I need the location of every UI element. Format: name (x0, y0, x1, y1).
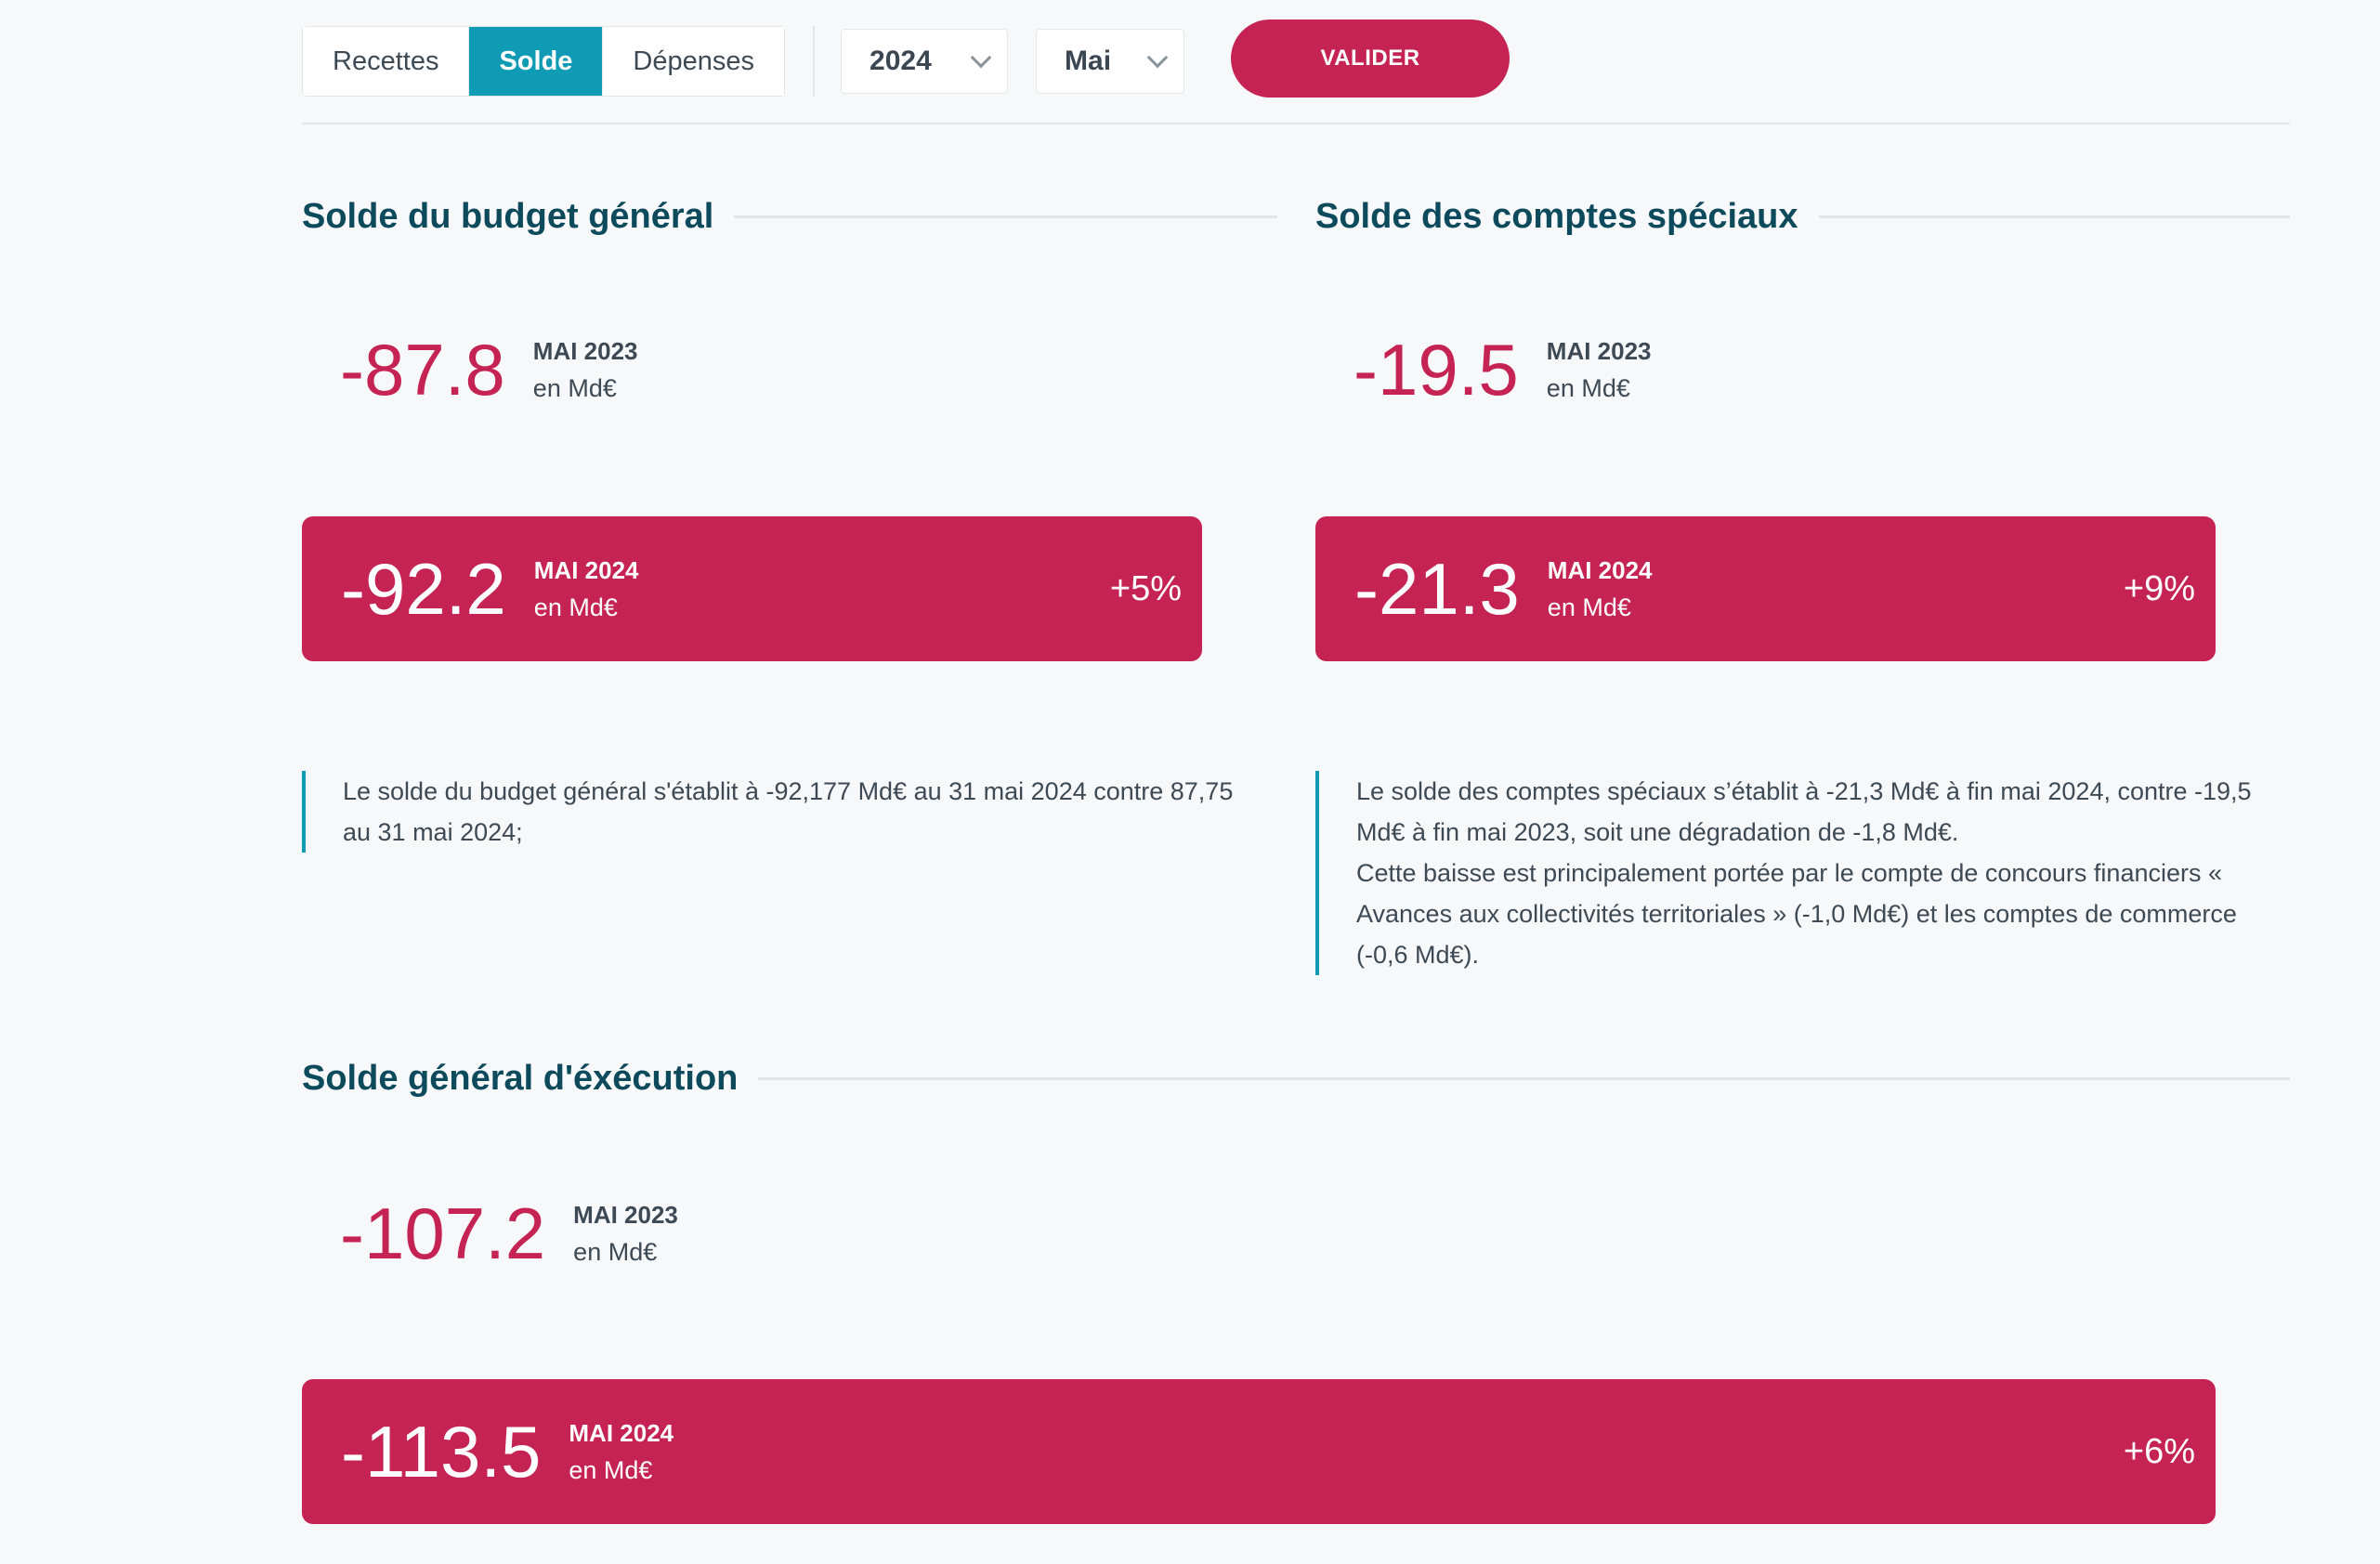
toolbar-divider-line (302, 123, 2290, 124)
chevron-down-icon (1146, 46, 1169, 69)
section-budget-general-header: Solde du budget général (302, 193, 1277, 240)
previous-period: MAI 2023 (1546, 337, 1652, 365)
previous-value: -107.2 (340, 1193, 546, 1274)
current-period: MAI 2024 (569, 1419, 674, 1447)
tab-solde[interactable]: Solde (469, 27, 604, 96)
current-value: -92.2 (341, 548, 506, 630)
year-select-value: 2024 (870, 46, 932, 76)
change-percent: +5% (1109, 568, 1182, 608)
note-text: Le solde du budget général s'établit à -… (343, 777, 1234, 846)
toolbar-divider (813, 26, 816, 97)
section-rule (734, 215, 1277, 218)
unit-label: en Md€ (533, 593, 618, 621)
current-value: -21.3 (1354, 548, 1520, 630)
filter-toolbar: Recettes Solde Dépenses 2024 Mai VALIDER (302, 20, 1510, 98)
previous-period: MAI 2023 (532, 337, 638, 365)
unit-label: en Md€ (573, 1238, 658, 1266)
tab-depenses[interactable]: Dépenses (603, 27, 785, 96)
tab-recettes[interactable]: Recettes (303, 27, 470, 96)
month-select[interactable]: Mai (1036, 29, 1185, 94)
validate-button[interactable]: VALIDER (1231, 20, 1510, 98)
section-rule (1818, 215, 2290, 218)
year-select[interactable]: 2024 (841, 29, 1009, 94)
comptes-speciaux-current-card: -21.3 MAI 2024 en Md€ +9% (1315, 516, 2216, 661)
execution-current-card: -113.5 MAI 2024 en Md€ +6% (302, 1379, 2216, 1524)
unit-label: en Md€ (532, 374, 617, 402)
note-text: Le solde des comptes spéciaux s’établit … (1356, 777, 2252, 846)
unit-label: en Md€ (569, 1456, 653, 1484)
month-select-value: Mai (1065, 46, 1112, 76)
chevron-down-icon (970, 46, 992, 69)
execution-previous: -107.2 MAI 2023 en Md€ (340, 1196, 678, 1271)
current-period: MAI 2024 (533, 556, 639, 584)
previous-value: -87.8 (340, 329, 505, 411)
change-percent: +6% (2123, 1431, 2195, 1471)
note-text: Cette baisse est principalement portée p… (1356, 859, 2237, 969)
section-execution-header: Solde général d'éxécution (302, 1055, 2290, 1101)
section-rule (758, 1076, 2290, 1080)
budget-general-note: Le solde du budget général s'établit à -… (302, 771, 1240, 853)
current-value: -113.5 (341, 1411, 542, 1492)
unit-label: en Md€ (1546, 374, 1630, 402)
section-title: Solde du budget général (302, 196, 714, 236)
unit-label: en Md€ (1547, 593, 1631, 621)
change-percent: +9% (2123, 568, 2195, 608)
budget-general-previous: -87.8 MAI 2023 en Md€ (340, 332, 638, 407)
section-title: Solde général d'éxécution (302, 1058, 739, 1098)
comptes-speciaux-note: Le solde des comptes spéciaux s’établit … (1315, 771, 2254, 975)
view-tabs: Recettes Solde Dépenses (302, 26, 786, 97)
comptes-speciaux-previous: -19.5 MAI 2023 en Md€ (1353, 332, 1652, 407)
previous-value: -19.5 (1353, 329, 1519, 411)
section-title: Solde des comptes spéciaux (1315, 196, 1798, 236)
section-comptes-speciaux-header: Solde des comptes spéciaux (1315, 193, 2290, 240)
current-period: MAI 2024 (1547, 556, 1653, 584)
budget-general-current-card: -92.2 MAI 2024 en Md€ +5% (302, 516, 1202, 661)
previous-period: MAI 2023 (573, 1201, 678, 1229)
